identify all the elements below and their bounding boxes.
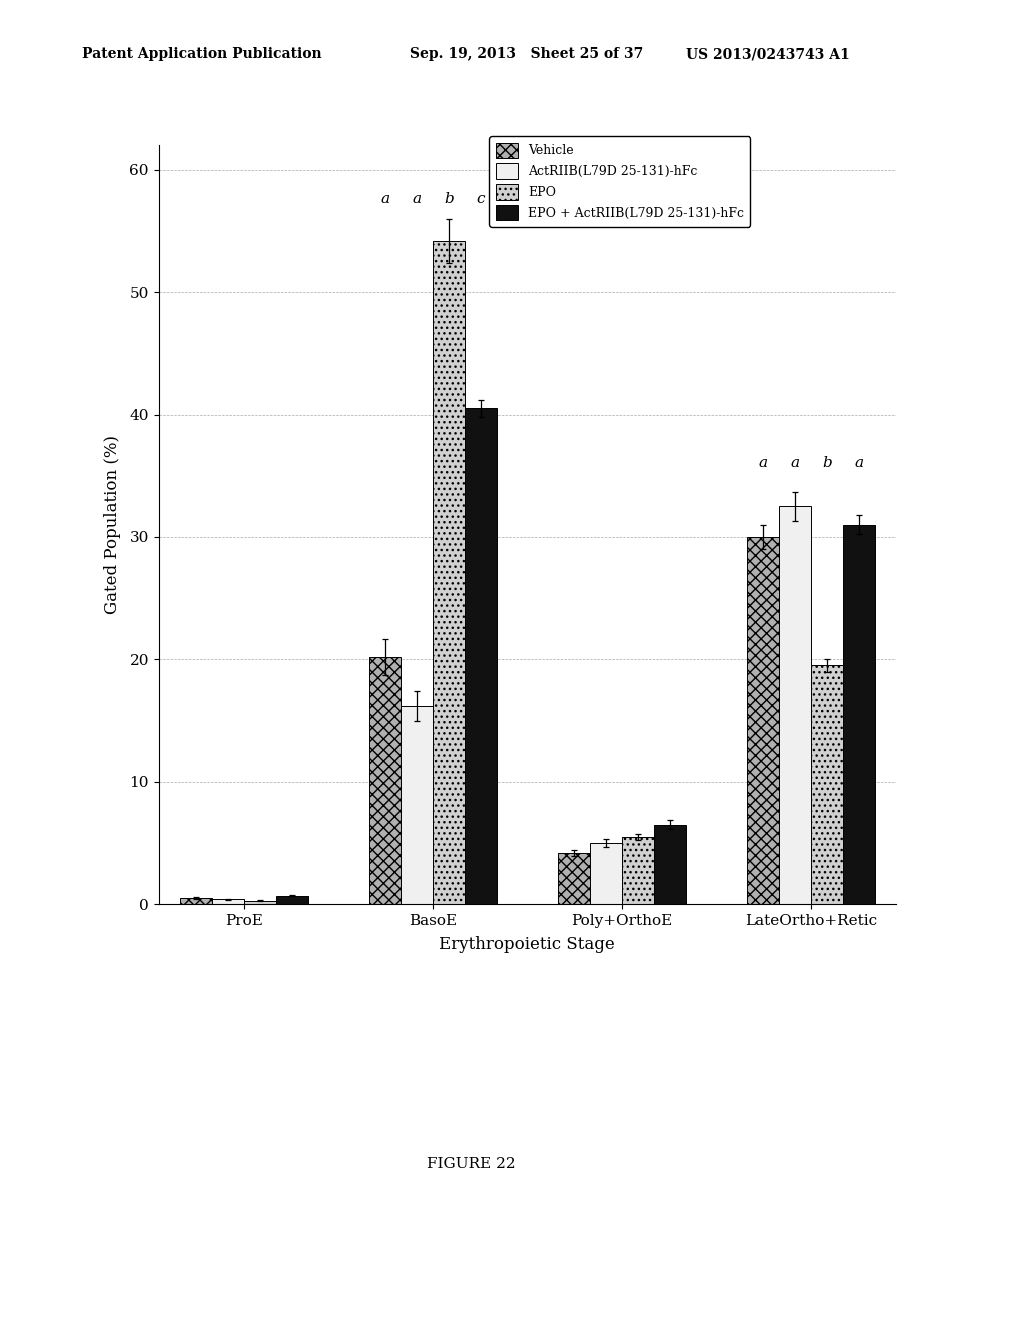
X-axis label: Erythropoietic Stage: Erythropoietic Stage — [439, 936, 615, 953]
Bar — [275, 896, 308, 904]
Text: US 2013/0243743 A1: US 2013/0243743 A1 — [686, 48, 850, 61]
Text: Sep. 19, 2013   Sheet 25 of 37: Sep. 19, 2013 Sheet 25 of 37 — [410, 48, 643, 61]
Bar — [465, 408, 497, 904]
Y-axis label: Gated Population (%): Gated Population (%) — [104, 436, 121, 614]
Text: FIGURE 22: FIGURE 22 — [427, 1158, 515, 1171]
Bar — [179, 898, 212, 904]
Bar — [654, 825, 686, 904]
Bar — [400, 706, 433, 904]
Bar — [558, 853, 590, 904]
Bar — [369, 657, 400, 904]
Text: a: a — [791, 455, 800, 470]
Text: c: c — [477, 193, 485, 206]
Bar — [779, 507, 811, 904]
Bar — [244, 900, 275, 904]
Text: a: a — [855, 455, 863, 470]
Legend: Vehicle, ActRIIB(L79D 25-131)-hFc, EPO, EPO + ActRIIB(L79D 25-131)-hFc: Vehicle, ActRIIB(L79D 25-131)-hFc, EPO, … — [489, 136, 751, 227]
Text: a: a — [380, 193, 389, 206]
Bar — [212, 899, 244, 904]
Bar — [590, 843, 622, 904]
Text: a: a — [758, 455, 767, 470]
Text: b: b — [444, 193, 454, 206]
Text: a: a — [413, 193, 421, 206]
Text: Patent Application Publication: Patent Application Publication — [82, 48, 322, 61]
Bar — [811, 665, 843, 904]
Bar — [746, 537, 779, 904]
Text: b: b — [822, 455, 831, 470]
Bar — [843, 525, 876, 904]
Bar — [622, 837, 654, 904]
Bar — [433, 240, 465, 904]
